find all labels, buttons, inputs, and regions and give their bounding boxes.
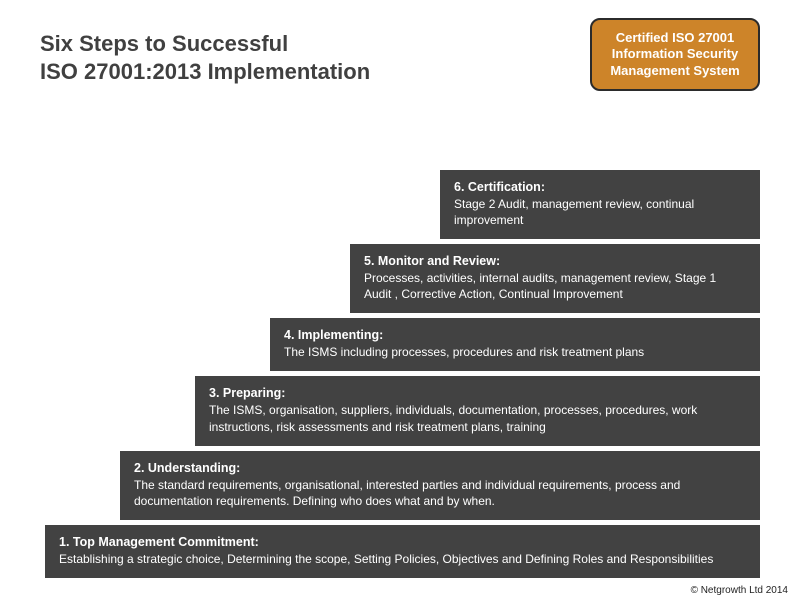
page-title: Six Steps to Successful ISO 27001:2013 I… (40, 30, 370, 85)
step-title: 3. Preparing: (209, 385, 746, 402)
step-desc: Processes, activities, internal audits, … (364, 270, 746, 302)
badge-line-2: Information Security (600, 46, 750, 62)
step-6: 6. Certification: Stage 2 Audit, managem… (440, 170, 760, 239)
step-title: 2. Understanding: (134, 460, 746, 477)
copyright-text: © Netgrowth Ltd 2014 (691, 585, 788, 596)
badge-line-3: Management System (600, 63, 750, 79)
step-title: 6. Certification: (454, 179, 746, 196)
certification-badge: Certified ISO 27001 Information Security… (590, 18, 760, 91)
step-desc: The ISMS including processes, procedures… (284, 344, 746, 360)
step-desc: Stage 2 Audit, management review, contin… (454, 196, 746, 228)
step-3: 3. Preparing: The ISMS, organisation, su… (195, 376, 760, 445)
step-title: 4. Implementing: (284, 327, 746, 344)
step-2: 2. Understanding: The standard requireme… (120, 451, 760, 520)
badge-line-1: Certified ISO 27001 (600, 30, 750, 46)
step-desc: The ISMS, organisation, suppliers, indiv… (209, 402, 746, 434)
step-title: 5. Monitor and Review: (364, 253, 746, 270)
step-title: 1. Top Management Commitment: (59, 534, 746, 551)
step-desc: Establishing a strategic choice, Determi… (59, 551, 746, 567)
step-desc: The standard requirements, organisationa… (134, 477, 746, 509)
step-1: 1. Top Management Commitment: Establishi… (45, 525, 760, 578)
steps-staircase: 6. Certification: Stage 2 Audit, managem… (0, 165, 800, 578)
step-4: 4. Implementing: The ISMS including proc… (270, 318, 760, 371)
step-5: 5. Monitor and Review: Processes, activi… (350, 244, 760, 313)
